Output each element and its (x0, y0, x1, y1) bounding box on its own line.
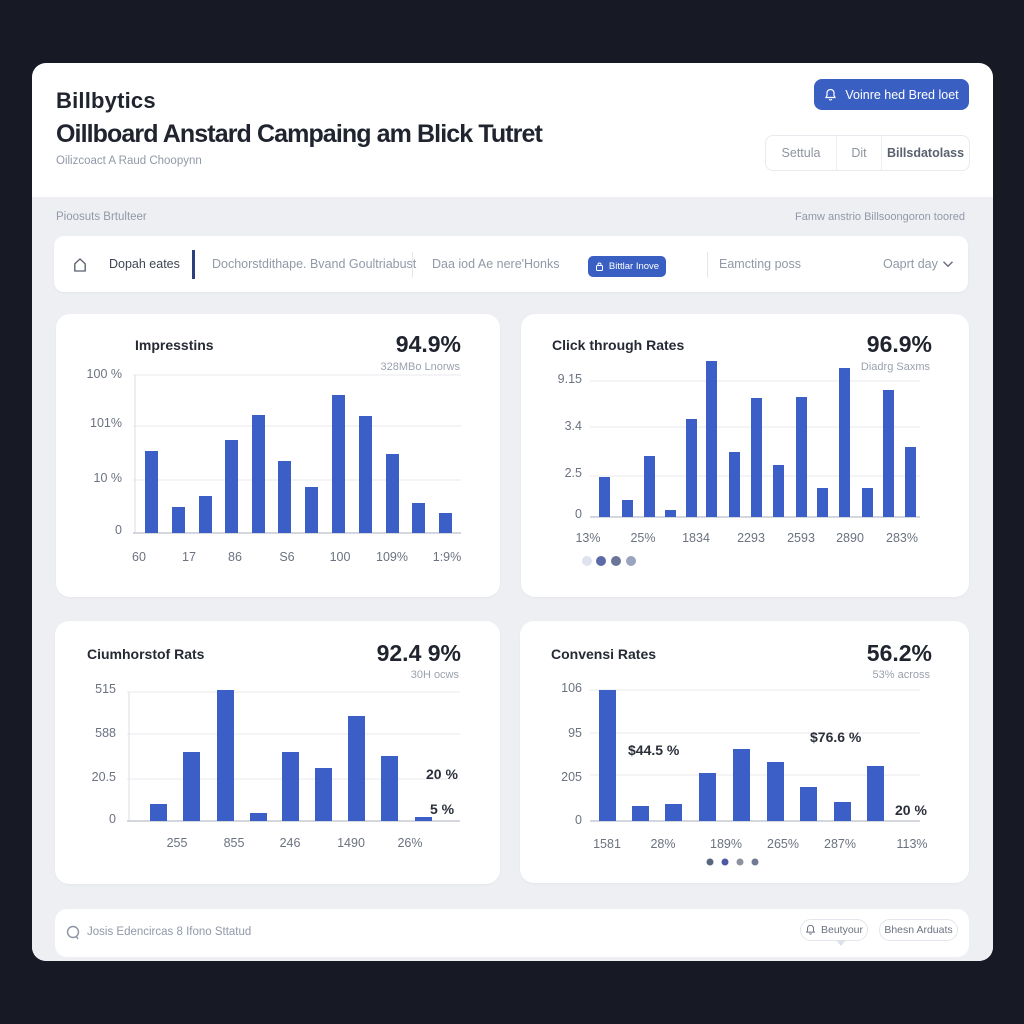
svg-text:9.15: 9.15 (558, 372, 582, 386)
svg-text:2593: 2593 (787, 531, 815, 545)
svg-text:17: 17 (182, 550, 196, 564)
svg-text:Convensi Rates: Convensi Rates (551, 646, 656, 662)
svg-text:2.5: 2.5 (565, 466, 582, 480)
svg-text:855: 855 (224, 836, 245, 850)
svg-text:1490: 1490 (337, 836, 365, 850)
svg-text:2890: 2890 (836, 531, 864, 545)
svg-text:10 %: 10 % (94, 471, 123, 485)
svg-text:1581: 1581 (593, 837, 621, 851)
svg-text:189%: 189% (710, 837, 742, 851)
svg-text:S6: S6 (279, 550, 294, 564)
svg-text:2293: 2293 (737, 531, 765, 545)
svg-text:94.9%: 94.9% (396, 331, 461, 357)
svg-text:5 %: 5 % (430, 801, 455, 817)
svg-text:Click through Rates: Click through Rates (552, 337, 684, 353)
svg-text:328MBo Lnorws: 328MBo Lnorws (381, 361, 461, 373)
svg-text:515: 515 (95, 682, 116, 696)
svg-text:28%: 28% (650, 837, 675, 851)
svg-text:0: 0 (115, 523, 122, 537)
svg-text:56.2%: 56.2% (867, 640, 932, 666)
svg-text:588: 588 (95, 726, 116, 740)
svg-text:60: 60 (132, 550, 146, 564)
svg-text:100: 100 (330, 550, 351, 564)
svg-text:20 %: 20 % (426, 766, 458, 782)
svg-text:95: 95 (568, 726, 582, 740)
svg-text:283%: 283% (886, 531, 918, 545)
svg-text:$44.5 %: $44.5 % (628, 742, 680, 758)
svg-text:3.4: 3.4 (565, 419, 582, 433)
svg-text:26%: 26% (397, 836, 422, 850)
svg-text:20.5: 20.5 (92, 770, 116, 784)
svg-text:205: 205 (561, 770, 582, 784)
svg-text:100 %: 100 % (87, 367, 122, 381)
svg-text:20 %: 20 % (895, 802, 927, 818)
svg-text:$76.6 %: $76.6 % (810, 729, 862, 745)
svg-text:255: 255 (167, 836, 188, 850)
svg-text:287%: 287% (824, 837, 856, 851)
svg-text:1:9%: 1:9% (433, 550, 462, 564)
svg-text:113%: 113% (896, 837, 927, 851)
svg-text:86: 86 (228, 550, 242, 564)
svg-text:246: 246 (280, 836, 301, 850)
svg-text:0: 0 (575, 813, 582, 827)
svg-text:92.4 9%: 92.4 9% (377, 640, 461, 666)
svg-text:265%: 265% (767, 837, 799, 851)
svg-text:Ciumhorstof Rats: Ciumhorstof Rats (87, 646, 205, 662)
svg-text:0: 0 (109, 812, 116, 826)
svg-text:96.9%: 96.9% (867, 331, 932, 357)
svg-text:Impresstins: Impresstins (135, 337, 214, 353)
svg-text:0: 0 (575, 507, 582, 521)
svg-text:109%: 109% (376, 550, 408, 564)
svg-text:101%: 101% (90, 416, 122, 430)
svg-text:106: 106 (561, 681, 582, 695)
svg-text:25%: 25% (630, 531, 655, 545)
svg-text:13%: 13% (575, 531, 600, 545)
svg-text:53% across: 53% across (873, 669, 931, 681)
svg-text:Diadrg Saxms: Diadrg Saxms (861, 361, 931, 373)
svg-text:30H ocws: 30H ocws (411, 669, 460, 681)
svg-text:1834: 1834 (682, 531, 710, 545)
